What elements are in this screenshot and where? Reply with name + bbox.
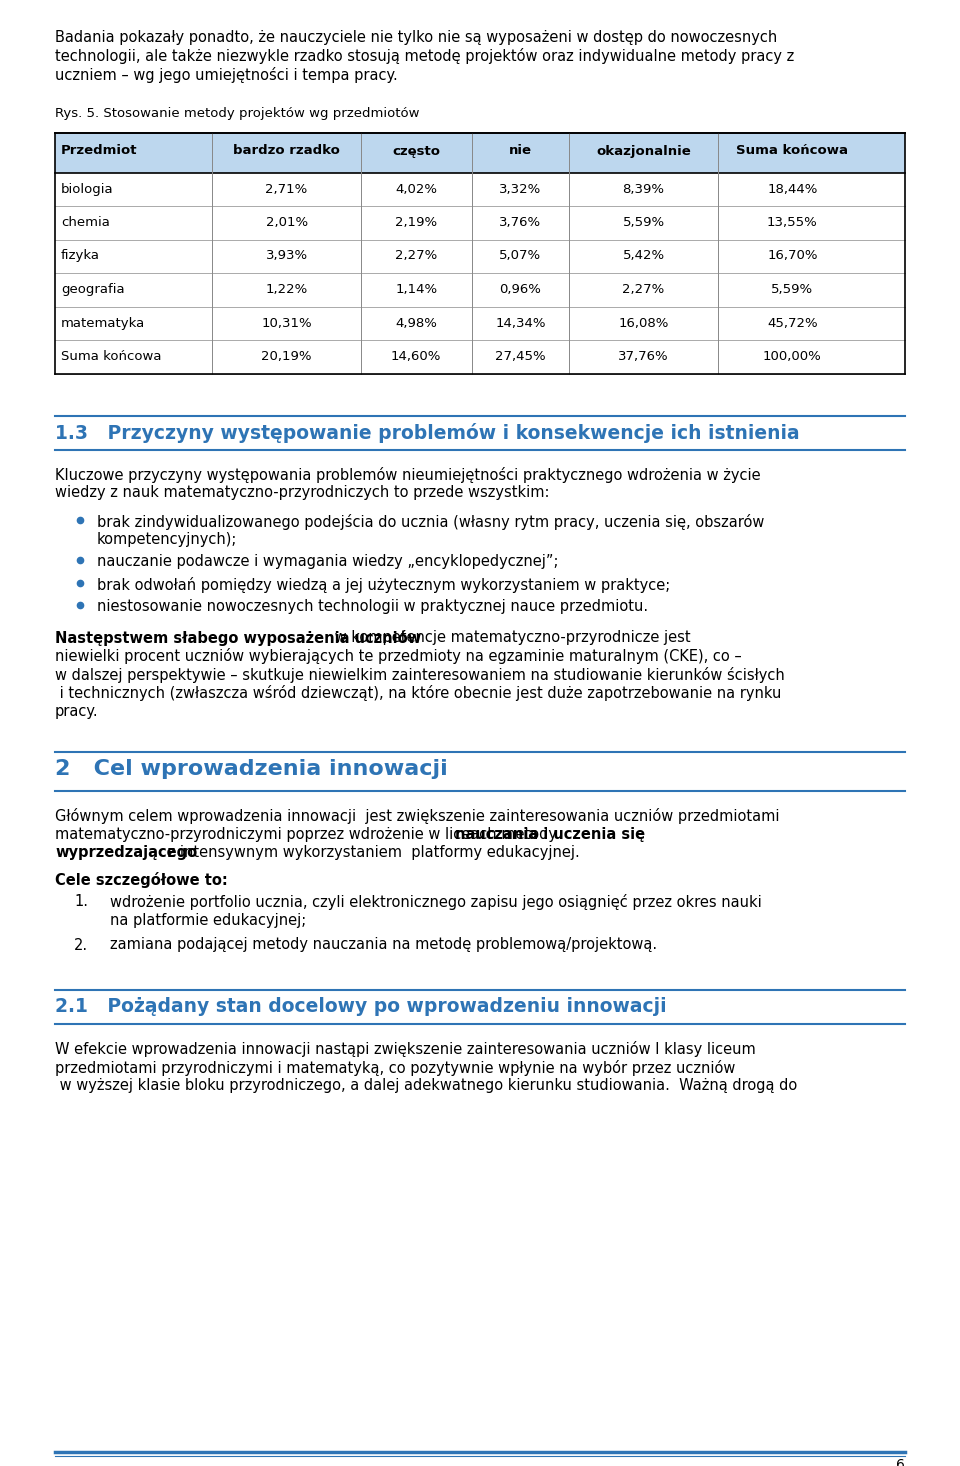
Text: 45,72%: 45,72% xyxy=(767,317,818,330)
Text: w wyższej klasie bloku przyrodniczego, a dalej adekwatnego kierunku studiowania.: w wyższej klasie bloku przyrodniczego, a… xyxy=(55,1078,797,1094)
Text: 16,08%: 16,08% xyxy=(618,317,669,330)
Text: kompetencyjnych);: kompetencyjnych); xyxy=(97,532,237,547)
Text: Cele szczegółowe to:: Cele szczegółowe to: xyxy=(55,872,228,888)
Text: Przedmiot: Przedmiot xyxy=(61,145,137,157)
Text: 8,39%: 8,39% xyxy=(623,182,664,195)
Text: okazjonalnie: okazjonalnie xyxy=(596,145,691,157)
Text: 1,22%: 1,22% xyxy=(266,283,308,296)
Text: 2   Cel wprowadzenia innowacji: 2 Cel wprowadzenia innowacji xyxy=(55,759,447,780)
Text: 2.1   Pożądany stan docelowy po wprowadzeniu innowacji: 2.1 Pożądany stan docelowy po wprowadzen… xyxy=(55,997,666,1016)
Text: 6: 6 xyxy=(896,1459,905,1466)
Text: 27,45%: 27,45% xyxy=(495,350,545,364)
Text: Rys. 5. Stosowanie metody projektów wg przedmiotów: Rys. 5. Stosowanie metody projektów wg p… xyxy=(55,107,420,120)
Text: wyprzedzającego: wyprzedzającego xyxy=(55,846,197,861)
Text: 0,96%: 0,96% xyxy=(499,283,541,296)
Text: niewielki procent uczniów wybierających te przedmioty na egzaminie maturalnym (C: niewielki procent uczniów wybierających … xyxy=(55,648,742,664)
Text: zamiana podającej metody nauczania na metodę problemową/projektową.: zamiana podającej metody nauczania na me… xyxy=(110,937,658,953)
Text: 18,44%: 18,44% xyxy=(767,182,818,195)
Text: 1.3   Przyczyny występowanie problemów i konsekwencje ich istnienia: 1.3 Przyczyny występowanie problemów i k… xyxy=(55,422,800,443)
Text: W efekcie wprowadzenia innowacji nastąpi zwiększenie zainteresowania uczniów I k: W efekcie wprowadzenia innowacji nastąpi… xyxy=(55,1041,756,1057)
Text: 14,34%: 14,34% xyxy=(495,317,545,330)
Text: 5,59%: 5,59% xyxy=(771,283,813,296)
Bar xyxy=(55,132,905,173)
Text: 3,93%: 3,93% xyxy=(266,249,308,262)
Text: Suma końcowa: Suma końcowa xyxy=(736,145,849,157)
Text: biologia: biologia xyxy=(61,182,113,195)
Text: i technicznych (zwłaszcza wśród dziewcząt), na które obecnie jest duże zapotrzeb: i technicznych (zwłaszcza wśród dziewczą… xyxy=(55,686,781,702)
Text: przedmiotami przyrodniczymi i matematyką, co pozytywnie wpłynie na wybór przez u: przedmiotami przyrodniczymi i matematyką… xyxy=(55,1060,735,1076)
Text: 2,19%: 2,19% xyxy=(396,216,438,229)
Text: 2,27%: 2,27% xyxy=(396,249,438,262)
Text: 5,07%: 5,07% xyxy=(499,249,541,262)
Text: na platformie edukacyjnej;: na platformie edukacyjnej; xyxy=(110,913,306,928)
Text: brak odwołań pomiędzy wiedzą a jej użytecznym wykorzystaniem w praktyce;: brak odwołań pomiędzy wiedzą a jej użyte… xyxy=(97,578,670,594)
Text: 2.: 2. xyxy=(74,937,88,953)
Text: 5,42%: 5,42% xyxy=(623,249,664,262)
Text: 16,70%: 16,70% xyxy=(767,249,818,262)
Text: 100,00%: 100,00% xyxy=(763,350,822,364)
Text: 14,60%: 14,60% xyxy=(391,350,442,364)
Text: 20,19%: 20,19% xyxy=(261,350,312,364)
Text: 10,31%: 10,31% xyxy=(261,317,312,330)
Text: nie: nie xyxy=(509,145,532,157)
Text: często: często xyxy=(393,145,441,157)
Text: fizyka: fizyka xyxy=(61,249,100,262)
Text: bardzo rzadko: bardzo rzadko xyxy=(233,145,340,157)
Text: wdrożenie portfolio ucznia, czyli elektronicznego zapisu jego osiągnięć przez ok: wdrożenie portfolio ucznia, czyli elektr… xyxy=(110,894,761,910)
Text: 1,14%: 1,14% xyxy=(396,283,438,296)
Text: 2,27%: 2,27% xyxy=(622,283,664,296)
Text: 3,76%: 3,76% xyxy=(499,216,541,229)
Text: z intensywnym wykorzystaniem  platformy edukacyjnej.: z intensywnym wykorzystaniem platformy e… xyxy=(163,846,580,861)
Text: 4,98%: 4,98% xyxy=(396,317,437,330)
Text: 4,02%: 4,02% xyxy=(396,182,437,195)
Text: 5,59%: 5,59% xyxy=(623,216,664,229)
Text: nauczania i uczenia się: nauczania i uczenia się xyxy=(455,827,645,841)
Text: 2,71%: 2,71% xyxy=(266,182,308,195)
Text: Suma końcowa: Suma końcowa xyxy=(61,350,161,364)
Text: chemia: chemia xyxy=(61,216,109,229)
Text: w kompetencje matematyczno-przyrodnicze jest: w kompetencje matematyczno-przyrodnicze … xyxy=(330,630,690,645)
Text: matematyka: matematyka xyxy=(61,317,145,330)
Text: Następstwem słabego wyposażenia uczniów: Następstwem słabego wyposażenia uczniów xyxy=(55,630,421,647)
Text: Kluczowe przyczyny występowania problemów nieumiejętności praktycznego wdrożenia: Kluczowe przyczyny występowania problemó… xyxy=(55,466,760,482)
Text: Badania pokazały ponadto, że nauczyciele nie tylko nie są wyposażeni w dostęp do: Badania pokazały ponadto, że nauczyciele… xyxy=(55,29,778,45)
Text: 13,55%: 13,55% xyxy=(767,216,818,229)
Text: 1.: 1. xyxy=(74,894,88,909)
Text: pracy.: pracy. xyxy=(55,704,99,718)
Text: technologii, ale także niezwykle rzadko stosują metodę projektów oraz indywidual: technologii, ale także niezwykle rzadko … xyxy=(55,48,794,65)
Text: 37,76%: 37,76% xyxy=(618,350,669,364)
Text: geografia: geografia xyxy=(61,283,125,296)
Text: matematyczno-przyrodniczymi poprzez wdrożenie w liceach metody: matematyczno-przyrodniczymi poprzez wdro… xyxy=(55,827,562,841)
Text: 2,01%: 2,01% xyxy=(266,216,308,229)
Text: brak zindywidualizowanego podejścia do ucznia (własny rytm pracy, uczenia się, o: brak zindywidualizowanego podejścia do u… xyxy=(97,513,764,529)
Text: niestosowanie nowoczesnych technologii w praktycznej nauce przedmiotu.: niestosowanie nowoczesnych technologii w… xyxy=(97,600,648,614)
Text: nauczanie podawcze i wymagania wiedzy „encyklopedycznej”;: nauczanie podawcze i wymagania wiedzy „e… xyxy=(97,554,559,569)
Text: wiedzy z nauk matematyczno-przyrodniczych to przede wszystkim:: wiedzy z nauk matematyczno-przyrodniczyc… xyxy=(55,485,549,500)
Text: uczniem – wg jego umiejętności i tempa pracy.: uczniem – wg jego umiejętności i tempa p… xyxy=(55,67,397,84)
Text: 3,32%: 3,32% xyxy=(499,182,541,195)
Text: Głównym celem wprowadzenia innowacji  jest zwiększenie zainteresowania uczniów p: Głównym celem wprowadzenia innowacji jes… xyxy=(55,809,780,824)
Text: w dalszej perspektywie – skutkuje niewielkim zainteresowaniem na studiowanie kie: w dalszej perspektywie – skutkuje niewie… xyxy=(55,667,784,683)
